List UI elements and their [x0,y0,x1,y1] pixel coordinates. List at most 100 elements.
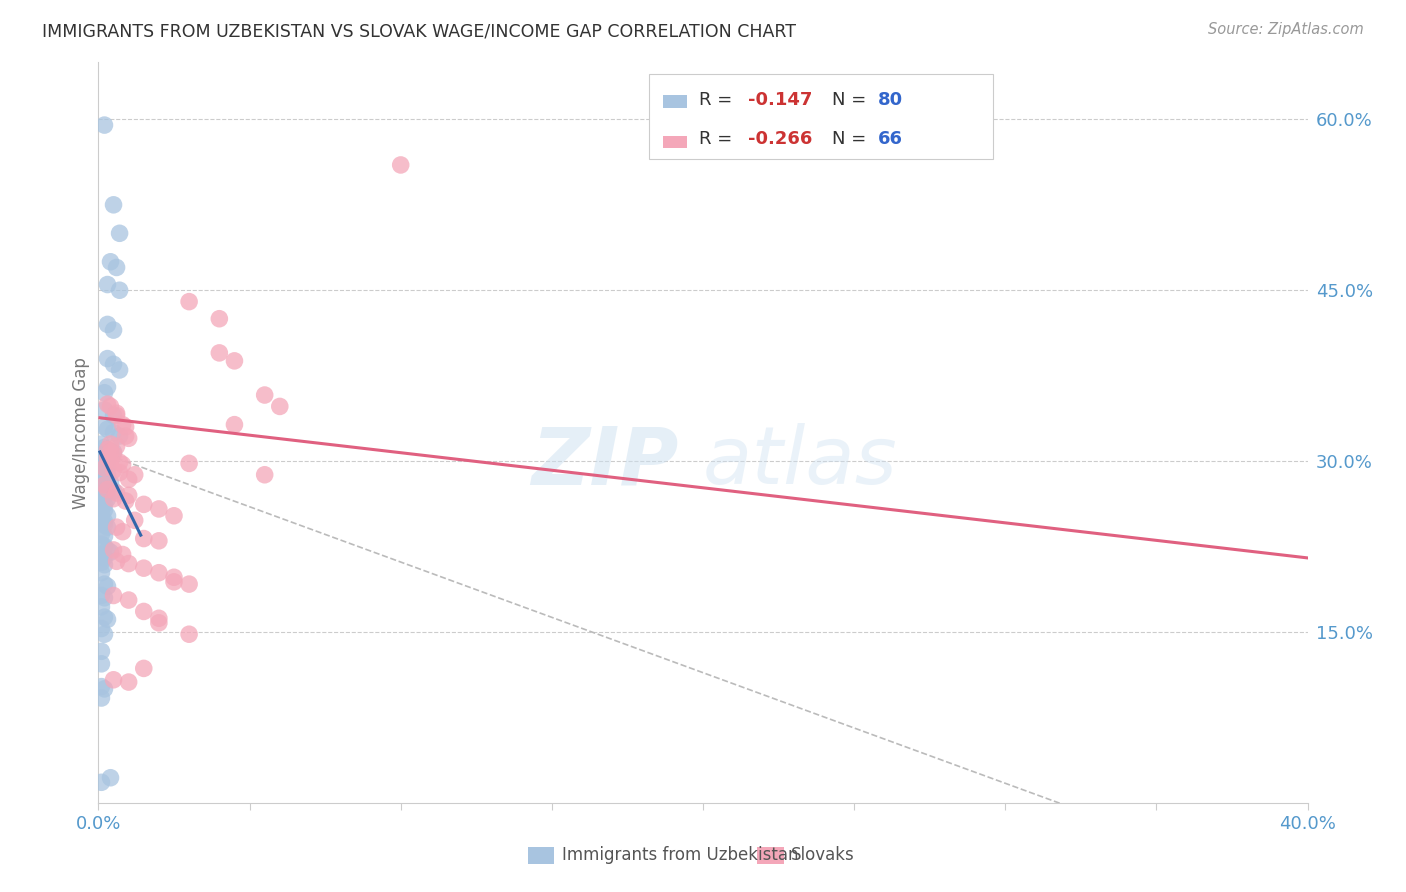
Point [253,388,276,402]
Point [114,429,136,443]
Point [100,445,122,459]
Point [93,478,115,492]
Text: N =: N = [832,129,872,148]
Bar [664,95,688,108]
Point [96,543,118,558]
Point [179,456,201,470]
Point [224,354,246,368]
Point [118,557,141,571]
Point [90,622,112,636]
Point [96,442,118,457]
Point [90,589,112,603]
Point [100,475,122,490]
Point [124,467,146,482]
Point [108,466,131,480]
Point [93,529,115,543]
Point [103,447,125,461]
Point [96,450,118,465]
Text: Immigrants from Uzbekistan: Immigrants from Uzbekistan [561,846,799,863]
Point [100,771,122,785]
Point [96,277,118,292]
Point [90,775,112,789]
Point [96,453,118,467]
Text: 80: 80 [879,91,904,110]
Point [148,502,170,516]
Point [96,318,118,332]
Point [93,441,115,455]
Point [100,400,122,414]
Point [389,158,412,172]
Point [90,537,112,551]
Point [93,420,115,434]
Point [148,533,170,548]
Point [114,420,136,434]
Point [96,483,118,497]
Point [90,644,112,658]
Point [96,467,118,482]
Point [93,627,115,641]
Point [90,680,112,694]
Point [103,463,125,477]
Point [103,543,125,558]
Point [132,532,155,546]
Point [93,550,115,565]
Point [96,461,118,475]
Text: Slovaks: Slovaks [792,846,855,863]
Point [90,549,112,563]
Point [105,260,128,275]
Point [103,673,125,687]
Point [148,566,170,580]
Point [96,380,118,394]
Text: R =: R = [699,91,738,110]
Text: -0.266: -0.266 [748,129,813,148]
Point [148,611,170,625]
Point [132,561,155,575]
Point [90,500,112,515]
Point [93,450,115,465]
Point [108,429,131,443]
Point [90,495,112,509]
Point [118,431,141,445]
Point [93,118,115,132]
Text: -0.147: -0.147 [748,91,813,110]
Point [269,400,291,414]
Point [90,691,112,706]
Bar [527,847,554,863]
Point [111,548,134,562]
Point [93,474,115,488]
Point [103,198,125,212]
Y-axis label: Wage/Income Gap: Wage/Income Gap [72,357,90,508]
Bar [664,136,688,148]
FancyBboxPatch shape [648,73,993,159]
Point [90,463,112,477]
Point [108,227,131,241]
Point [179,627,201,641]
Point [93,497,115,511]
Text: ZIP: ZIP [531,423,679,501]
Point [132,604,155,618]
Point [163,570,186,584]
Point [103,409,125,423]
Point [105,520,128,534]
Point [93,515,115,529]
Point [93,490,115,504]
Text: N =: N = [832,91,872,110]
Point [114,494,136,508]
Point [90,437,112,451]
Point [93,402,115,417]
Point [103,483,125,498]
Point [118,593,141,607]
Point [163,508,186,523]
Point [93,681,115,696]
Point [105,554,128,568]
Point [118,472,141,486]
Point [93,558,115,572]
Point [90,527,112,541]
Point [93,503,115,517]
Text: R =: R = [699,129,738,148]
Point [90,657,112,671]
Text: 66: 66 [879,129,903,148]
Point [93,591,115,605]
Point [90,456,112,470]
Point [90,487,112,501]
